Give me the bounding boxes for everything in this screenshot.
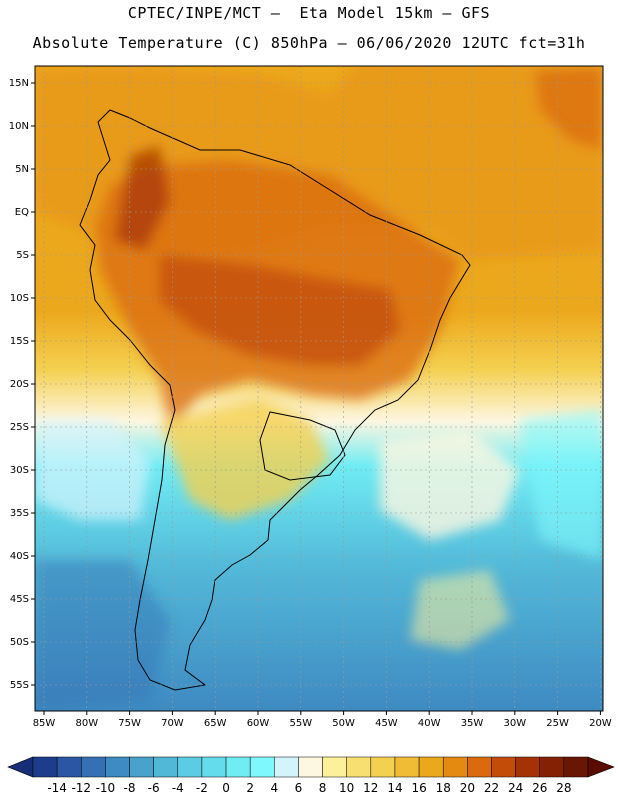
lat-label: 5S: [16, 250, 29, 261]
lat-label: 15S: [10, 336, 29, 347]
colorbar-label: 24: [508, 781, 523, 795]
colorbar-swatch: [394, 756, 420, 778]
lat-label: 15N: [9, 78, 29, 89]
colorbar: [7, 756, 615, 778]
colorbar-label: 0: [222, 781, 230, 795]
lat-label: 25S: [10, 422, 29, 433]
lat-label: EQ: [15, 207, 29, 218]
colorbar-label: 4: [270, 781, 278, 795]
lon-label: 50W: [332, 718, 355, 729]
temperature-map: 85W 80W 75W 70W 65W 60W 55W 50W 45W 40W 35W 30W 25W 2…: [7, 65, 615, 795]
colorbar-label: 20: [460, 781, 475, 795]
temperature-field: [35, 66, 603, 711]
lat-label: 20S: [10, 379, 29, 390]
colorbar-label: 28: [556, 781, 571, 795]
colorbar-label: 2: [246, 781, 254, 795]
colorbar-swatch: [201, 756, 227, 778]
colorbar-swatch: [346, 756, 372, 778]
lat-label: 10N: [9, 121, 29, 132]
lat-label: 5N: [15, 164, 29, 175]
chart-title-line1: CPTEC/INPE/MCT – Eta Model 15km – GFS: [127, 4, 491, 22]
lat-label: 50S: [10, 637, 29, 648]
colorbar-swatch: [274, 756, 299, 778]
lon-label: 35W: [461, 718, 484, 729]
lon-label: 80W: [75, 718, 98, 729]
colorbar-label: -4: [172, 781, 184, 795]
colorbar-label: -14: [47, 781, 67, 795]
lon-label: 85W: [33, 718, 56, 729]
colorbar-swatch: [322, 756, 347, 778]
lon-label: 20W: [589, 718, 612, 729]
colorbar-swatch: [467, 756, 492, 778]
lon-label: 75W: [118, 718, 141, 729]
colorbar-swatch: [81, 756, 106, 778]
colorbar-swatch: [177, 756, 203, 778]
colorbar-swatch: [298, 756, 323, 778]
colorbar-label: 6: [295, 781, 303, 795]
colorbar-swatch: [563, 756, 589, 778]
colorbar-swatch: [105, 756, 130, 778]
lon-label: 55W: [289, 718, 312, 729]
colorbar-label: -10: [96, 781, 116, 795]
colorbar-label: 22: [484, 781, 499, 795]
colorbar-label: -8: [124, 781, 136, 795]
colorbar-swatch: [225, 756, 251, 778]
colorbar-label: -2: [196, 781, 208, 795]
colorbar-swatch: [442, 756, 468, 778]
colorbar-label: 16: [411, 781, 426, 795]
colorbar-swatch: [129, 756, 154, 778]
lon-label: 65W: [204, 718, 227, 729]
colorbar-over-arrow: [587, 756, 615, 778]
colorbar-swatch: [370, 756, 396, 778]
colorbar-swatch: [56, 756, 82, 778]
lat-label: 55S: [10, 680, 29, 691]
colorbar-label: 8: [319, 781, 327, 795]
colorbar-swatch: [491, 756, 516, 778]
colorbar-label: 14: [387, 781, 402, 795]
lon-label: 40W: [418, 718, 441, 729]
colorbar-label: 26: [532, 781, 547, 795]
colorbar-under-arrow: [7, 756, 34, 778]
lon-label: 30W: [503, 718, 526, 729]
colorbar-swatch: [153, 756, 179, 778]
latitude-labels: 15N 10N 5N EQ 5S 10S 15S 20S 25S 30S 35S 40S 45S 50S 5…: [9, 78, 35, 691]
longitude-labels: 85W 80W 75W 70W 65W 60W 55W 50W 45W 40W 35W 30W 25W 2…: [33, 711, 612, 729]
map-frame: [34, 65, 604, 712]
lon-label: 70W: [161, 718, 184, 729]
colorbar-swatch: [418, 756, 444, 778]
colorbar-swatch: [539, 756, 565, 778]
chart-title-line2: Absolute Temperature (C) 850hPa – 06/06/…: [32, 34, 586, 52]
lat-label: 45S: [10, 594, 29, 605]
lat-label: 40S: [10, 551, 29, 562]
colorbar-label: 10: [339, 781, 354, 795]
colorbar-labels: -14 -12 -10 -8 -6 -4 -2 0 2 4 6 8 10 12 14 16 18 20 22 24 26…: [47, 781, 571, 795]
colorbar-label: 12: [363, 781, 378, 795]
colorbar-label: -6: [148, 781, 160, 795]
lon-label: 45W: [375, 718, 398, 729]
lon-label: 60W: [247, 718, 270, 729]
lat-label: 10S: [10, 293, 29, 304]
colorbar-swatch: [249, 756, 275, 778]
lat-label: 35S: [10, 508, 29, 519]
coastline-outline: [79, 109, 471, 691]
lon-label: 25W: [546, 718, 569, 729]
colorbar-swatch: [515, 756, 540, 778]
colorbar-label: -12: [71, 781, 91, 795]
lat-label: 30S: [10, 465, 29, 476]
colorbar-label: 18: [436, 781, 451, 795]
colorbar-swatch: [32, 756, 58, 778]
